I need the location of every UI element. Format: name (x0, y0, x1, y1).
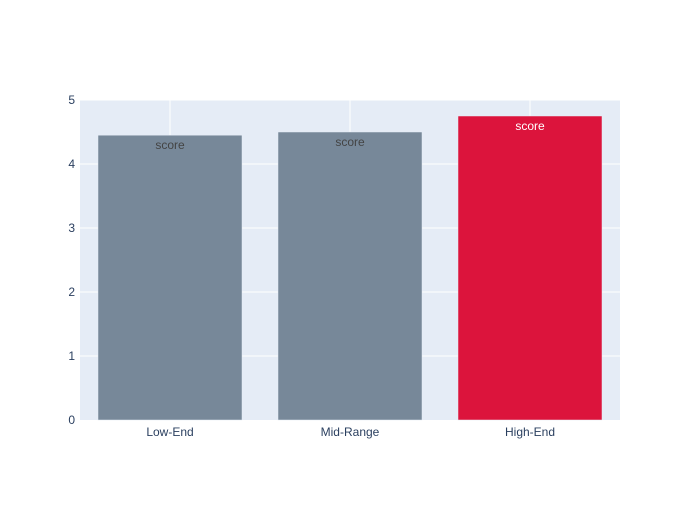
y-axis-ticks: 0 1 2 3 4 5 (68, 93, 75, 427)
bar-text-label: score (155, 138, 185, 152)
x-tick-label: Mid-Range (321, 425, 380, 439)
bar-high-end (457, 115, 603, 421)
bar-text-label: score (515, 119, 545, 133)
y-tick-label: 4 (68, 157, 75, 171)
x-tick-label: High-End (505, 425, 555, 439)
x-axis-ticks: Low-End Mid-Range High-End (146, 425, 555, 439)
y-tick-label: 2 (68, 285, 75, 299)
bar-labels: score score score (155, 119, 545, 152)
y-tick-label: 3 (68, 221, 75, 235)
y-tick-label: 5 (68, 93, 75, 107)
bar-low-end (97, 134, 243, 421)
bars (97, 115, 603, 421)
bar-mid-range (277, 131, 423, 421)
x-tick-label: Low-End (146, 425, 193, 439)
y-tick-label: 1 (68, 349, 75, 363)
bar-text-label: score (335, 135, 365, 149)
y-tick-label: 0 (68, 413, 75, 427)
